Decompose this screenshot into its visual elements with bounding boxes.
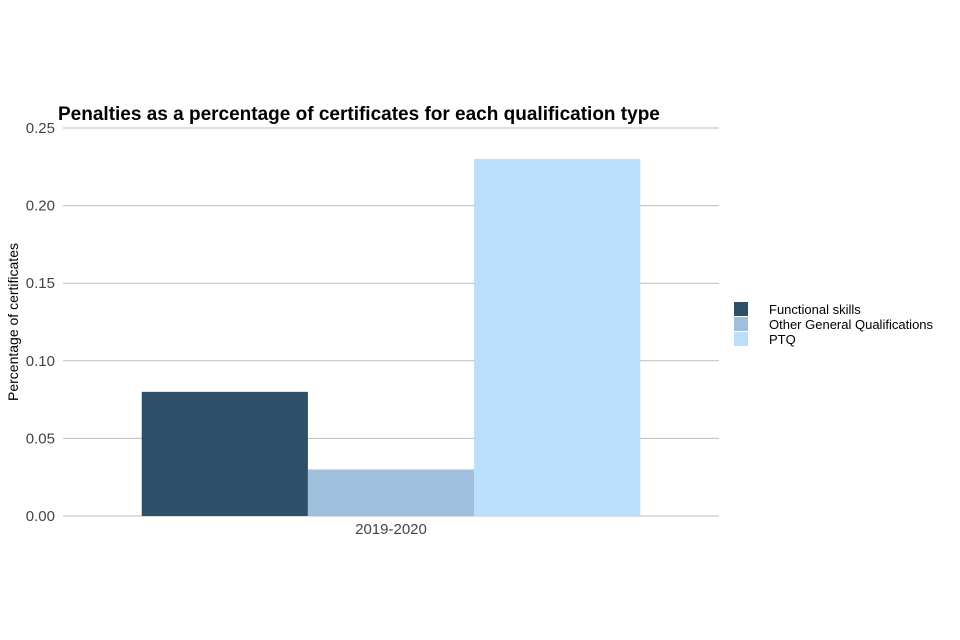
y-tick-label: 0.20 [26,198,55,215]
x-tick-label: 2019-2020 [355,521,427,538]
bars [141,159,641,517]
legend-swatch [734,317,748,331]
legend-swatch [734,332,748,346]
y-tick-label: 0.25 [26,120,55,137]
y-tick-label: 0.00 [26,508,55,525]
y-axis-ticks: 0.00 0.05 0.10 0.15 0.20 0.25 [26,120,55,525]
legend-swatch [734,302,748,316]
legend-label: Functional skills [769,302,861,317]
y-axis-label: Percentage of certificates [5,243,21,401]
y-tick-label: 0.10 [26,353,55,370]
y-tick-label: 0.15 [26,275,55,292]
bar-functional-skills [141,391,308,516]
chart-title: Penalties as a percentage of certificate… [58,104,660,125]
bar-ptq [474,159,641,517]
bar-other-general-qualifications [307,469,475,516]
y-tick-label: 0.05 [26,430,55,447]
x-axis-ticks: 2019-2020 [355,521,427,538]
legend-label: PTQ [769,332,796,347]
legend-label: Other General Qualifications [769,317,934,332]
